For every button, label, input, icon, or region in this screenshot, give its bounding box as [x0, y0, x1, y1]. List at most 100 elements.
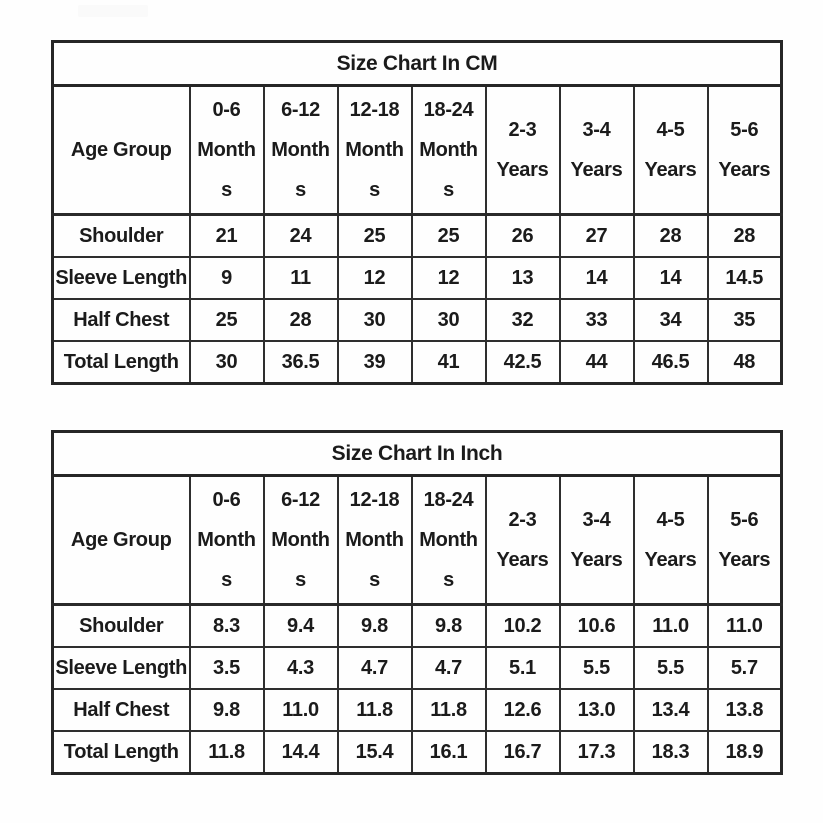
cell-value: 41 — [410, 340, 487, 385]
cell-value: 15.4 — [336, 730, 413, 775]
row-label: Total Length — [51, 340, 191, 385]
table-row: Sleeve Length 9 11 12 12 13 14 14 14.5 — [51, 256, 783, 300]
cell-value: 27 — [558, 213, 635, 258]
cell-value: 11.0 — [262, 688, 339, 732]
row-label: Half Chest — [51, 688, 191, 732]
cell-value: 36.5 — [262, 340, 339, 385]
cell-value: 16.7 — [484, 730, 561, 775]
cell-value: 11 — [262, 256, 339, 300]
age-group-label: Age Group — [51, 84, 191, 216]
cell-value: 3.5 — [188, 646, 265, 690]
cell-value: 14.5 — [706, 256, 783, 300]
table-row: Total Length 11.8 14.4 15.4 16.1 16.7 17.3 18.3… — [51, 730, 783, 775]
table-row: Shoulder 21 24 25 25 26 27 28 28 — [51, 213, 783, 258]
cell-value: 13 — [484, 256, 561, 300]
column-header: 12-18 Month s — [336, 84, 413, 216]
cell-value: 25 — [410, 213, 487, 258]
cell-value: 4.7 — [410, 646, 487, 690]
cell-value: 9.4 — [262, 603, 339, 648]
column-header: 4-5 Years — [632, 84, 709, 216]
cell-value: 25 — [188, 298, 265, 342]
cell-value: 16.1 — [410, 730, 487, 775]
cell-value: 14.4 — [262, 730, 339, 775]
column-header: 2-3 Years — [484, 474, 561, 606]
cell-value: 9 — [188, 256, 265, 300]
row-label: Sleeve Length — [51, 646, 191, 690]
cell-value: 10.6 — [558, 603, 635, 648]
column-header: 5-6 Years — [706, 84, 783, 216]
cell-value: 28 — [632, 213, 709, 258]
row-label: Shoulder — [51, 213, 191, 258]
table-row: Shoulder 8.3 9.4 9.8 9.8 10.2 10.6 11.0 11.0 — [51, 603, 783, 648]
cell-value: 24 — [262, 213, 339, 258]
cell-value: 18.3 — [632, 730, 709, 775]
cell-value: 42.5 — [484, 340, 561, 385]
cell-value: 35 — [706, 298, 783, 342]
cell-value: 5.5 — [632, 646, 709, 690]
cell-value: 9.8 — [410, 603, 487, 648]
table-row: Half Chest 9.8 11.0 11.8 11.8 12.6 13.0 13.4 13.… — [51, 688, 783, 732]
cell-value: 44 — [558, 340, 635, 385]
table-title: Size Chart In Inch — [51, 430, 783, 477]
table-title: Size Chart In CM — [51, 40, 783, 87]
size-chart-inch-table: Size Chart In Inch Age Group 0-6 Month s 6-… — [51, 430, 784, 775]
row-label: Half Chest — [51, 298, 191, 342]
table-row: Total Length 30 36.5 39 41 42.5 44 46.5 48 — [51, 340, 783, 385]
cell-value: 11.0 — [632, 603, 709, 648]
cell-value: 5.1 — [484, 646, 561, 690]
watermark-remnant — [78, 5, 148, 17]
cell-value: 4.3 — [262, 646, 339, 690]
cell-value: 9.8 — [336, 603, 413, 648]
column-header: 0-6 Month s — [188, 474, 265, 606]
cell-value: 48 — [706, 340, 783, 385]
cell-value: 28 — [706, 213, 783, 258]
column-header: 18-24 Month s — [410, 84, 487, 216]
cell-value: 11.8 — [336, 688, 413, 732]
cell-value: 30 — [410, 298, 487, 342]
column-header: 2-3 Years — [484, 84, 561, 216]
column-header: 3-4 Years — [558, 84, 635, 216]
size-chart-cm-table: Size Chart In CM Age Group 0-6 Month s 6-12… — [51, 40, 784, 385]
row-label: Shoulder — [51, 603, 191, 648]
cell-value: 12 — [410, 256, 487, 300]
column-header: 5-6 Years — [706, 474, 783, 606]
cell-value: 18.9 — [706, 730, 783, 775]
column-header: 4-5 Years — [632, 474, 709, 606]
cell-value: 26 — [484, 213, 561, 258]
cell-value: 11.0 — [706, 603, 783, 648]
table-row: Half Chest 25 28 30 30 32 33 34 35 — [51, 298, 783, 342]
cell-value: 10.2 — [484, 603, 561, 648]
cell-value: 14 — [632, 256, 709, 300]
column-header: 6-12 Month s — [262, 474, 339, 606]
column-header: 6-12 Month s — [262, 84, 339, 216]
row-label: Sleeve Length — [51, 256, 191, 300]
age-group-label: Age Group — [51, 474, 191, 606]
cell-value: 30 — [188, 340, 265, 385]
cell-value: 14 — [558, 256, 635, 300]
cell-value: 33 — [558, 298, 635, 342]
cell-value: 8.3 — [188, 603, 265, 648]
cell-value: 32 — [484, 298, 561, 342]
cell-value: 11.8 — [188, 730, 265, 775]
column-header: 12-18 Month s — [336, 474, 413, 606]
cell-value: 5.7 — [706, 646, 783, 690]
column-header: 3-4 Years — [558, 474, 635, 606]
table-row: Sleeve Length 3.5 4.3 4.7 4.7 5.1 5.5 5.5 5.7 — [51, 646, 783, 690]
column-header: 0-6 Month s — [188, 84, 265, 216]
cell-value: 9.8 — [188, 688, 265, 732]
cell-value: 30 — [336, 298, 413, 342]
cell-value: 25 — [336, 213, 413, 258]
cell-value: 28 — [262, 298, 339, 342]
cell-value: 13.0 — [558, 688, 635, 732]
cell-value: 12 — [336, 256, 413, 300]
cell-value: 17.3 — [558, 730, 635, 775]
cell-value: 4.7 — [336, 646, 413, 690]
cell-value: 34 — [632, 298, 709, 342]
cell-value: 11.8 — [410, 688, 487, 732]
cell-value: 12.6 — [484, 688, 561, 732]
cell-value: 5.5 — [558, 646, 635, 690]
cell-value: 46.5 — [632, 340, 709, 385]
cell-value: 13.8 — [706, 688, 783, 732]
cell-value: 39 — [336, 340, 413, 385]
